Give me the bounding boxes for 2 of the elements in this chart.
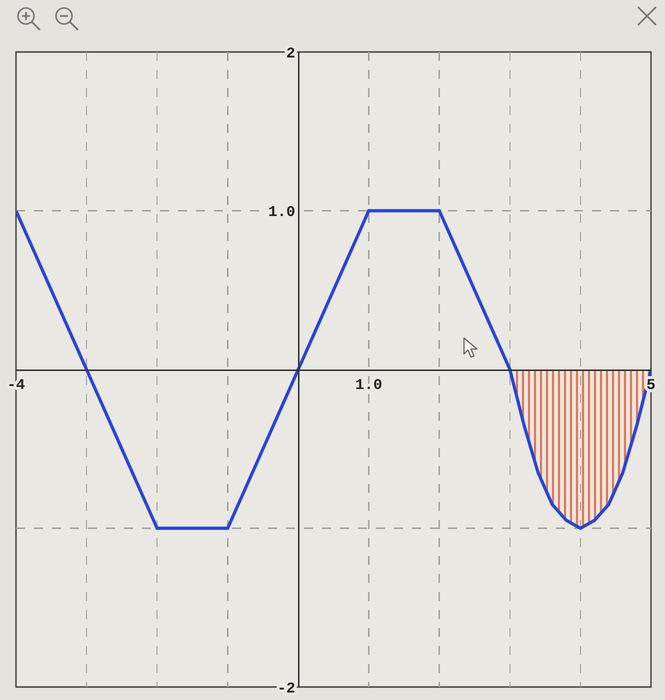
x-tick-label: 1.0: [355, 377, 382, 394]
y-tick-label: 1.0: [268, 204, 296, 221]
